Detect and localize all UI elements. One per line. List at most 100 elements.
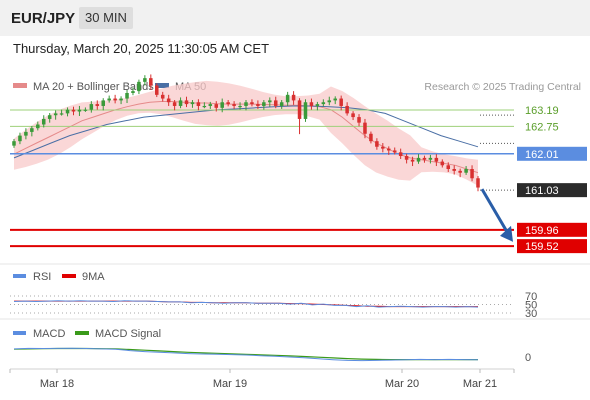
candle-body	[452, 169, 456, 171]
rsi-line	[13, 300, 479, 308]
candle-body	[71, 109, 76, 112]
candle-body	[41, 118, 46, 125]
macd-signal-legend-swatch	[75, 331, 89, 335]
rsi-legend-swatch	[13, 274, 26, 278]
resistance-label: 163.19	[525, 105, 559, 117]
candle-body	[256, 104, 260, 106]
bollinger-band-area	[14, 80, 478, 186]
candle-body	[220, 102, 224, 108]
candle-body	[345, 105, 349, 114]
candle-body	[351, 113, 355, 118]
rsi-legend-label: RSI	[33, 271, 51, 283]
candle-body	[416, 157, 421, 162]
candle-body	[172, 102, 177, 106]
candle-body	[422, 157, 427, 160]
rsi-ma-legend-swatch	[62, 274, 76, 278]
macd-signal-legend-label: MACD Signal	[95, 328, 161, 340]
candle-body	[125, 92, 129, 99]
candle-body	[279, 102, 284, 106]
candle-body	[190, 102, 195, 105]
candle-body	[333, 98, 337, 101]
candle-body	[398, 152, 403, 157]
candle-body	[30, 128, 34, 132]
candle-body	[250, 102, 254, 105]
last-price-box	[517, 183, 587, 198]
x-tick-label: Mar 20	[385, 378, 419, 390]
candle-body	[65, 109, 70, 114]
last-price-label: 161.03	[525, 185, 559, 197]
rsi-tick-label: 30	[525, 308, 537, 320]
candle-body	[166, 98, 171, 103]
candle-body	[83, 109, 88, 111]
candle-body	[339, 98, 343, 106]
x-tick-label: Mar 18	[40, 378, 74, 390]
candle-body	[273, 100, 278, 106]
candle-body	[184, 100, 189, 105]
candle-body	[268, 100, 272, 103]
support-label: 159.96	[525, 225, 559, 237]
candle-body	[392, 150, 397, 153]
candle-body	[434, 157, 439, 162]
candle-body	[36, 124, 40, 129]
candle-body	[303, 102, 308, 119]
candle-body	[226, 102, 230, 105]
candle-body	[327, 100, 332, 103]
timeframe-badge[interactable]: 30 MIN	[79, 7, 133, 29]
candle-body	[202, 105, 207, 108]
candle-body	[285, 94, 290, 103]
candle-body	[375, 141, 379, 147]
candle-body	[458, 170, 462, 173]
candle-body	[53, 113, 58, 116]
candle-body	[440, 161, 445, 166]
x-tick-label: Mar 21	[463, 378, 497, 390]
rsi-tick-label: 50	[525, 300, 537, 312]
rsi-ma-line	[14, 300, 478, 308]
candle-body	[12, 141, 16, 146]
candle-body	[363, 122, 367, 134]
support-label-box	[517, 222, 587, 237]
candle-body	[410, 159, 415, 162]
candle-body	[464, 169, 468, 173]
rsi-tick-label: 70	[525, 291, 537, 303]
candle-body	[24, 131, 28, 136]
x-tick-label: Mar 19	[213, 378, 247, 390]
candle-body	[89, 104, 94, 110]
ma50-legend-swatch	[155, 83, 169, 88]
candle-body	[119, 98, 123, 101]
candle-body	[476, 178, 480, 188]
candle-body	[77, 109, 82, 112]
candle-body	[238, 105, 242, 108]
ma20-legend-swatch	[13, 83, 27, 88]
candle-body	[232, 104, 236, 106]
rsi-ma-legend-label: 9MA	[82, 271, 105, 283]
candle-body	[387, 148, 391, 151]
ma20-legend-label: MA 20 + Bollinger Bands	[33, 81, 154, 93]
candle-body	[321, 102, 326, 105]
copyright-text: Research © 2025 Trading Central	[424, 81, 581, 93]
candle-body	[101, 100, 105, 106]
candle-body	[297, 100, 302, 119]
candle-body	[244, 102, 248, 106]
candle-body	[369, 133, 373, 142]
resistance-label: 162.75	[525, 121, 559, 133]
candle-body	[113, 98, 117, 101]
symbol-title: EUR/JPY	[11, 10, 76, 27]
macd-signal-line	[13, 347, 478, 361]
macd-zero-label: 0	[525, 352, 531, 364]
macd-legend-label: MACD	[33, 328, 65, 340]
candle-body	[95, 104, 100, 106]
candle-body	[208, 104, 213, 106]
candle-body	[160, 94, 165, 99]
forecast-arrow-shaft	[480, 188, 509, 233]
support-label-box	[517, 239, 587, 254]
candle-body	[291, 94, 296, 101]
candle-body	[137, 81, 141, 92]
candle-body	[262, 102, 266, 106]
timestamp: Thursday, March 20, 2025 11:30:05 AM CET	[13, 41, 270, 56]
candle-body	[131, 91, 135, 93]
header-bar: EUR/JPY 30 MIN	[0, 0, 590, 36]
candle-body	[47, 115, 52, 119]
pivot-label-box	[517, 146, 587, 161]
